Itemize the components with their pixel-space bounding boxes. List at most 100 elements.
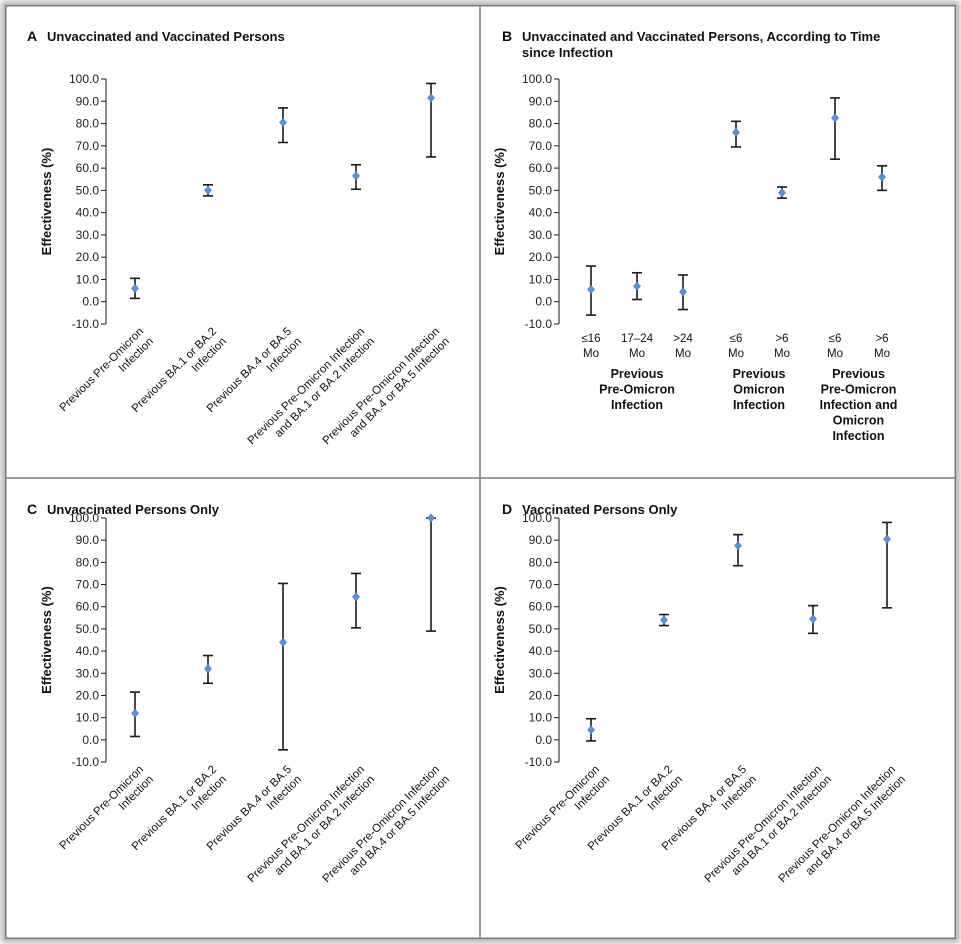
point-estimate-marker [204, 664, 212, 674]
panel-d: D Vaccinated Persons Only -10.0 0.0 10.0 20.0… [492, 501, 908, 885]
y-axis-label: Effectiveness (%) [492, 586, 507, 694]
group-label: Infection [611, 398, 663, 412]
category-label: ≤6 [730, 333, 743, 345]
y-tick-label: 30.0 [529, 666, 553, 680]
category-label: >6 [775, 333, 788, 345]
point-estimate-marker [831, 113, 839, 123]
point-estimate-marker [883, 534, 891, 544]
point-estimate-marker [734, 541, 742, 551]
group-label: Previous [611, 367, 664, 381]
y-tick-label: 50.0 [529, 622, 553, 636]
panel-b: B Unvaccinated and Vaccinated Persons, Ac… [492, 28, 897, 443]
y-tick-label: 90.0 [76, 533, 100, 547]
y-tick-label: 60.0 [76, 600, 100, 614]
y-tick-label: 10.0 [529, 272, 553, 286]
point-estimate-marker [587, 285, 595, 294]
category-label: Mo [874, 348, 890, 360]
y-tick-label: 90.0 [76, 94, 100, 108]
category-label: Mo [827, 348, 843, 360]
y-tick-label: 80.0 [76, 117, 100, 131]
y-tick-label: 100.0 [522, 511, 552, 525]
y-tick-label: -10.0 [72, 317, 100, 331]
y-tick-label: 80.0 [529, 117, 553, 131]
y-tick-label: 70.0 [529, 578, 553, 592]
panel-label: C [27, 501, 37, 517]
category-label-line: Previous Pre-Omicron Infection [321, 764, 442, 885]
category-label: ≤6 [829, 333, 842, 345]
point-estimate-marker [633, 281, 641, 291]
category-label: Mo [675, 348, 691, 360]
y-tick-label: -10.0 [72, 755, 100, 769]
y-tick-label: 40.0 [76, 206, 100, 220]
y-tick-label: 0.0 [82, 733, 99, 747]
y-tick-label: 80.0 [76, 555, 100, 569]
category-label: Mo [629, 348, 645, 360]
group-label: Omicron [733, 383, 784, 397]
category-label: Mo [728, 348, 744, 360]
y-tick-label: 10.0 [76, 272, 100, 286]
y-tick-label: 30.0 [76, 666, 100, 680]
point-estimate-marker [204, 185, 212, 195]
category-label-line: Previous Pre-Omicron [58, 764, 146, 852]
y-tick-label: 50.0 [529, 183, 553, 197]
panel-title: Unvaccinated and Vaccinated Persons [47, 29, 285, 44]
category-label: >24 [673, 333, 693, 345]
group-label: Infection and [820, 398, 898, 412]
y-tick-label: 40.0 [76, 644, 100, 658]
y-axis-label: Effectiveness (%) [39, 148, 54, 256]
point-estimate-marker [427, 513, 435, 523]
category-label-line: Previous Pre-Omicron [514, 764, 602, 852]
point-estimate-marker [878, 172, 886, 182]
y-tick-label: 20.0 [76, 250, 100, 264]
panel-label: B [502, 28, 512, 44]
y-tick-label: 0.0 [82, 295, 99, 309]
y-tick-label: 0.0 [535, 733, 552, 747]
y-tick-label: 30.0 [76, 228, 100, 242]
point-estimate-marker [131, 708, 139, 718]
group-label: Pre-Omicron [599, 383, 675, 397]
point-estimate-marker [679, 287, 687, 297]
group-label: Omicron [833, 414, 884, 428]
y-tick-label: 60.0 [529, 161, 553, 175]
y-tick-label: -10.0 [525, 755, 553, 769]
panel-label: A [27, 28, 37, 44]
y-tick-label: 30.0 [529, 228, 553, 242]
category-label: 17–24 [621, 333, 654, 345]
category-label: ≤16 [581, 333, 600, 345]
group-label: Infection [733, 398, 785, 412]
category-label: Mo [583, 348, 599, 360]
y-tick-label: 90.0 [529, 94, 553, 108]
category-label-line: Previous Pre-Omicron Infection [777, 764, 898, 885]
group-label: Infection [832, 429, 884, 443]
category-label-line: Previous Pre-Omicron Infection [321, 326, 442, 447]
y-tick-label: 80.0 [529, 555, 553, 569]
point-estimate-marker [131, 283, 139, 293]
figure-border [5, 5, 956, 939]
panel-title-line: since Infection [522, 45, 613, 60]
point-estimate-marker [732, 127, 740, 137]
category-label: >6 [875, 333, 888, 345]
y-tick-label: 10.0 [529, 711, 553, 725]
group-label: Previous [832, 367, 885, 381]
figure-frame: A Unvaccinated and Vaccinated Persons -10.… [5, 5, 956, 939]
point-estimate-marker [352, 592, 360, 602]
y-axis-label: Effectiveness (%) [39, 586, 54, 694]
y-tick-label: 90.0 [529, 533, 553, 547]
panel-title: Unvaccinated Persons Only [47, 502, 220, 517]
panel-a: A Unvaccinated and Vaccinated Persons -10.… [27, 28, 452, 447]
category-label: Mo [774, 348, 790, 360]
y-tick-label: 0.0 [535, 295, 552, 309]
panel-title: Vaccinated Persons Only [522, 502, 678, 517]
y-tick-label: 70.0 [76, 578, 100, 592]
y-tick-label: 70.0 [529, 139, 553, 153]
y-tick-label: 60.0 [76, 161, 100, 175]
point-estimate-marker [279, 117, 287, 127]
y-tick-label: 40.0 [529, 644, 553, 658]
y-tick-label: 100.0 [522, 72, 552, 86]
point-estimate-marker [809, 614, 817, 624]
point-estimate-marker [279, 637, 287, 647]
point-estimate-marker [778, 188, 786, 198]
y-tick-label: 40.0 [529, 206, 553, 220]
y-tick-label: 70.0 [76, 139, 100, 153]
figure-svg: A Unvaccinated and Vaccinated Persons -10.… [5, 5, 956, 939]
